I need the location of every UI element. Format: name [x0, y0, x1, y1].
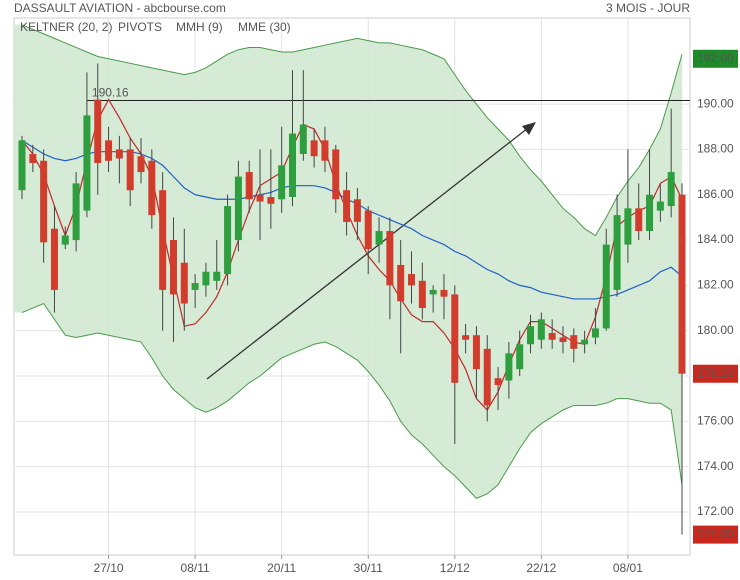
candle-body — [613, 215, 621, 290]
period: 3 MOIS - JOUR — [606, 1, 690, 15]
candle-body — [29, 153, 37, 164]
candle-body — [115, 149, 123, 159]
candle-body — [332, 149, 340, 200]
candle-body — [83, 115, 91, 211]
candle-body — [559, 337, 567, 343]
price-tag-box — [693, 364, 738, 383]
candle-body — [537, 319, 545, 340]
candle-body — [451, 294, 459, 383]
candle-body — [72, 183, 80, 241]
candle-body — [667, 172, 675, 207]
x-tick-label: 08/01 — [613, 561, 643, 575]
candle-body — [278, 165, 286, 200]
candle-body — [148, 160, 156, 216]
price-tag-label: 171.00 — [697, 527, 734, 541]
candle-body — [50, 228, 58, 290]
candle-body — [375, 230, 383, 245]
y-tick-label: 190.00 — [697, 96, 734, 110]
legend-entry: MMH (9) — [176, 20, 223, 34]
candle-body — [440, 289, 448, 297]
price-tag-box — [693, 49, 738, 68]
candle-body — [213, 271, 221, 281]
arrow-head — [522, 122, 536, 135]
price-tag: 178.10 — [693, 364, 738, 383]
candle-body — [353, 199, 361, 222]
candle-body — [678, 194, 686, 374]
candle-body — [516, 344, 524, 370]
candle-body — [310, 140, 318, 157]
candle-body — [40, 160, 48, 243]
price-tag-label: 192.00 — [697, 51, 734, 65]
candle-body — [570, 335, 578, 349]
candle-body — [635, 208, 643, 231]
price-tag: 171.00 — [693, 525, 738, 544]
y-tick-label: 180.00 — [697, 323, 734, 337]
y-tick-label: 182.00 — [697, 278, 734, 292]
x-tick-label: 08/11 — [181, 561, 210, 575]
candle-body — [527, 326, 535, 345]
candle-body — [483, 348, 491, 406]
y-tick-label: 176.00 — [697, 413, 734, 427]
candle-body — [624, 208, 632, 245]
candle-body — [256, 194, 264, 202]
candle-body — [126, 149, 134, 191]
candle-body — [18, 140, 26, 191]
price-tag-box — [693, 525, 738, 544]
candle-body — [418, 280, 426, 309]
x-tick-label: 12/12 — [440, 561, 470, 575]
candle-body — [299, 124, 307, 154]
candle-body — [581, 339, 589, 345]
candle-body — [462, 335, 470, 340]
candle-body — [646, 194, 654, 231]
candle-body — [234, 176, 242, 241]
candle-body — [180, 262, 188, 304]
candle-body — [472, 335, 480, 370]
legend-entry: KELTNER (20, 2) — [20, 20, 112, 34]
candle-body — [94, 99, 102, 164]
price-tag: 192.00 — [693, 49, 738, 68]
candle-body — [505, 353, 513, 381]
legend-entry: PIVOTS — [118, 20, 162, 34]
legend-entry: MME (30) — [238, 20, 291, 34]
candle-body — [321, 140, 329, 161]
candle-body — [602, 244, 610, 329]
x-tick-label: 30/11 — [354, 561, 383, 575]
candle-body — [159, 190, 167, 290]
y-tick-label: 174.00 — [697, 459, 734, 473]
y-tick-label: 172.00 — [697, 504, 734, 518]
keltner-lower — [21, 302, 683, 499]
x-tick-label: 20/11 — [267, 561, 296, 575]
x-tick-label: 22/12 — [526, 561, 556, 575]
y-tick-label: 188.00 — [697, 142, 734, 156]
keltner-upper — [21, 24, 683, 237]
candle-body — [137, 156, 145, 173]
pivot-label: 190.16 — [92, 86, 129, 100]
y-tick-label: 184.00 — [697, 232, 734, 246]
candle-body — [656, 201, 664, 211]
candle-body — [397, 264, 405, 302]
candle-body — [245, 172, 253, 200]
candle-body — [61, 235, 69, 245]
candle-body — [191, 283, 199, 290]
candle-body — [548, 332, 556, 340]
candle-body — [288, 133, 296, 197]
candle-body — [494, 378, 502, 386]
candle-body — [386, 230, 394, 286]
candle-body — [408, 274, 416, 286]
candle-body — [343, 190, 351, 222]
keltner-fill — [14, 24, 682, 499]
y-tick-label: 186.00 — [697, 187, 734, 201]
chart-title: DASSAULT AVIATION - abcbourse.com — [14, 1, 226, 15]
candle-body — [105, 140, 113, 161]
candle-body — [591, 328, 599, 338]
x-tick-label: 27/10 — [94, 561, 124, 575]
candle-body — [364, 210, 372, 250]
candle-body — [224, 206, 232, 275]
candle-body — [429, 289, 437, 295]
candle-body — [169, 240, 177, 295]
candle-body — [267, 197, 275, 204]
price-tag-label: 178.10 — [697, 366, 734, 380]
candle-body — [202, 271, 210, 286]
